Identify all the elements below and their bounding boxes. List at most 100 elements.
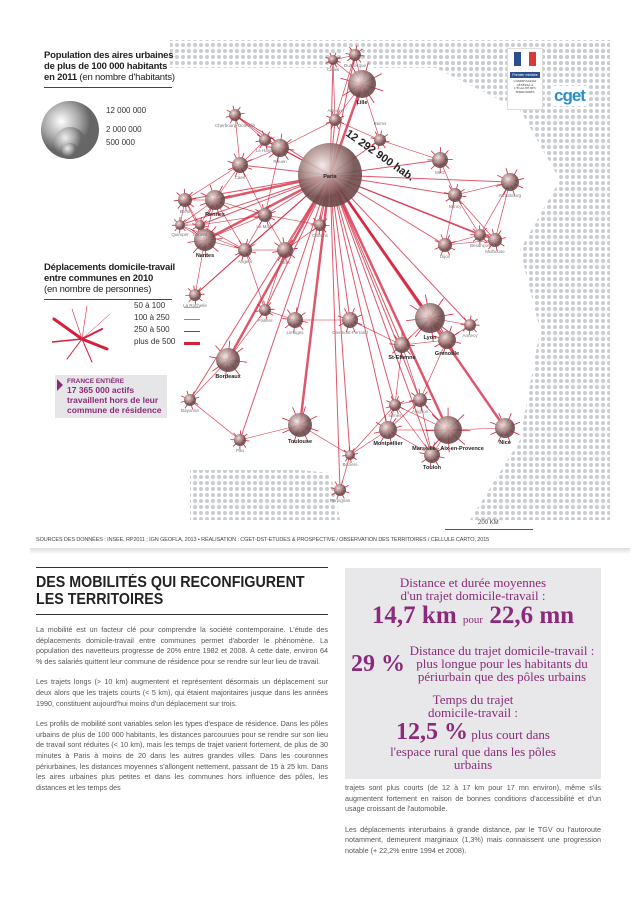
flow-star-symbol [52, 305, 111, 363]
neighbour-country-area [190, 470, 340, 520]
figure-1-duration: 22,6 mn [489, 602, 575, 629]
city-bubble [298, 143, 362, 207]
city-label: Limoges [286, 330, 304, 335]
flow-line [264, 147, 281, 216]
flow-line-sample-3 [184, 331, 200, 332]
cget-caption: COMMISSARIAT GÉNÉRAL À L'ÉGALITÉ DES TER… [513, 79, 537, 94]
city-bubble [271, 139, 289, 157]
city-label: Nîmes [388, 413, 402, 418]
flow-line [419, 399, 433, 456]
flow-line [234, 114, 266, 141]
flow-line [298, 174, 332, 426]
city-bubble [175, 220, 185, 230]
city-bubble [328, 55, 338, 65]
flow-line [454, 194, 481, 236]
city-label: Bordeaux [215, 374, 241, 380]
flow-line [194, 249, 246, 296]
city-label: Le Havre [256, 148, 275, 153]
flow-line-sample-4 [184, 342, 200, 345]
flow-class-3: 250 à 500 [134, 325, 170, 334]
city-label: Brest [180, 209, 191, 214]
flow-line [394, 404, 433, 456]
city-bubble [238, 243, 252, 257]
city-label: Clermont-Ferrand [332, 330, 368, 335]
paragraph: La mobilité est un facteur clé pour comp… [36, 625, 328, 666]
article-right-column: Distance et durée moyennes d'un trajet d… [345, 568, 601, 857]
city-label: Nice [499, 440, 511, 446]
flow-line [334, 54, 356, 121]
city-label: Orléans [312, 233, 329, 238]
city-bubble [464, 319, 476, 331]
city-bubble [448, 188, 462, 202]
article-title: DES MOBILITÉS QUI RECONFIGURENT LES TERR… [36, 574, 305, 608]
flow-line [332, 59, 336, 121]
commuting-flow-map: 12 292 900 hab.ParisLilleRennesNantesBor… [170, 40, 610, 520]
city-bubble [229, 109, 241, 121]
flow-line [244, 249, 266, 311]
flow-line [199, 214, 266, 226]
population-legend-title: Population des aires urbaines de plus de… [44, 50, 174, 83]
city-bubble [205, 190, 225, 210]
flow-line-sample-2 [184, 319, 200, 320]
city-bubble [413, 393, 427, 407]
city-bubble [438, 331, 456, 349]
figure-1-distance: 14,7 km [371, 602, 457, 629]
flow-line [199, 224, 246, 251]
population-value-medium: 2 000 000 [106, 125, 142, 134]
city-bubble [342, 312, 358, 328]
callout-label: FRANCE ENTIÈRE [67, 378, 125, 385]
cget-logo: cget [552, 86, 587, 106]
city-bubble [259, 134, 271, 146]
map-sources: SOURCES DES DONNÉES : INSEE, RP2011 ; IG… [36, 537, 490, 543]
city-label: Cherbourg-Octeville [215, 123, 256, 128]
flow-line [234, 114, 241, 166]
city-label: Avignon [412, 409, 429, 414]
flow-line [454, 194, 496, 241]
flow-line [494, 181, 511, 241]
city-label: Caen [235, 175, 246, 180]
figure-3-value: 12,5 % [396, 719, 469, 745]
city-bubble [287, 312, 303, 328]
city-label: Marseille - Aix-en-Provence [412, 446, 484, 452]
article-left-column: DES MOBILITÉS QUI RECONFIGURENT LES TERR… [36, 567, 328, 793]
population-value-small: 500 000 [106, 138, 135, 147]
city-label: Bayonne [181, 408, 199, 413]
city-bubble [379, 421, 397, 439]
divider [36, 614, 328, 615]
flow-line [189, 399, 241, 441]
paragraph: trajets sont plus courts (de 12 à 17 km … [345, 783, 601, 814]
city-bubble [488, 233, 502, 247]
divider [36, 567, 328, 568]
key-figures-box: Distance et durée moyennes d'un trajet d… [345, 568, 601, 779]
city-bubble [258, 208, 272, 222]
city-bubble [432, 152, 448, 168]
premier-ministre-caption: Premier ministre [510, 72, 540, 78]
flow-line [329, 174, 471, 326]
neighbour-country-area [420, 40, 610, 520]
city-bubble [194, 229, 216, 251]
population-value-large: 12 000 000 [106, 106, 147, 115]
triangle-marker-icon [57, 379, 63, 391]
population-bubble-symbol [41, 101, 99, 159]
city-bubble [277, 242, 293, 258]
city-label: Pau [236, 448, 245, 453]
scale-bar-label: 200 KM [478, 520, 499, 526]
flow-line [239, 164, 266, 216]
flow-line [329, 174, 351, 456]
figure-2-value: 29 % [351, 650, 405, 677]
city-label: Quimper [171, 232, 189, 237]
flow-line [444, 194, 456, 246]
city-bubble [389, 399, 401, 411]
flow-class-4: plus de 500 [134, 337, 176, 346]
city-label: Reims [374, 121, 388, 126]
city-label: La Rochelle [183, 303, 207, 308]
city-label: Lille [356, 100, 367, 106]
city-bubble [184, 394, 196, 406]
flow-line [184, 164, 241, 201]
flow-legend-unit: (en nombre de personnes) [44, 284, 152, 295]
flow-class-2: 100 à 250 [134, 313, 170, 322]
divider [30, 548, 630, 554]
city-bubble [348, 70, 376, 98]
city-bubble [259, 304, 271, 316]
city-label: Montpellier [373, 441, 403, 447]
